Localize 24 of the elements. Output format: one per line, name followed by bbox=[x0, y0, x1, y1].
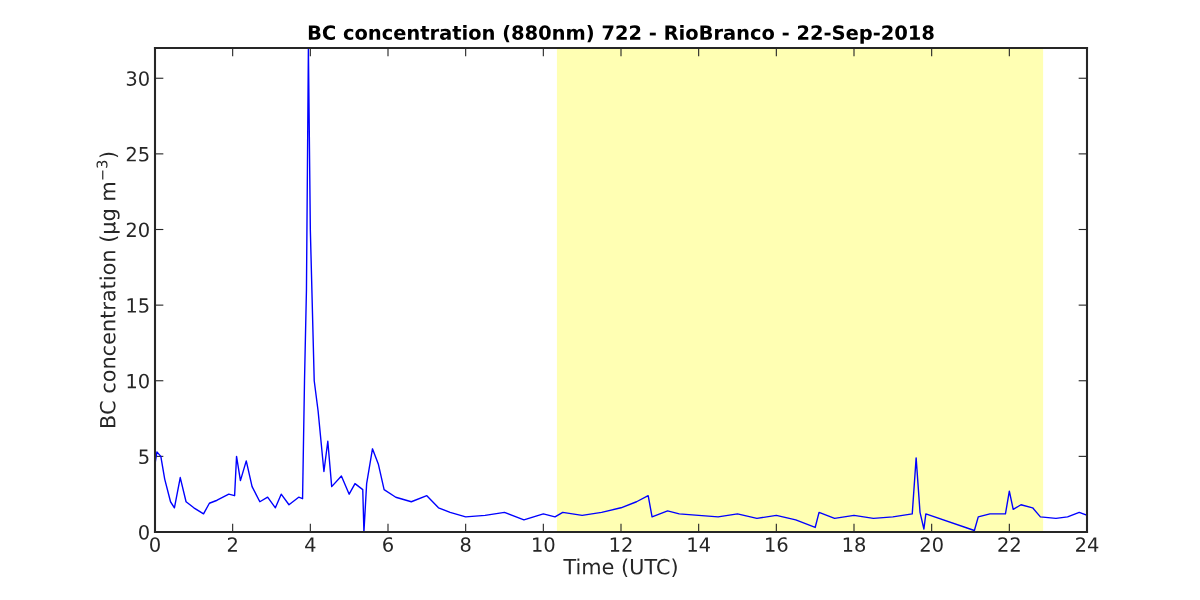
x-tick-label: 10 bbox=[533, 537, 555, 552]
chart-title: BC concentration (880nm) 722 - RioBranco - 22-Sep-2018 bbox=[308, 24, 934, 44]
y-tick-label: 5 bbox=[139, 449, 149, 465]
y-tick-label: 15 bbox=[127, 298, 149, 313]
y-tick-label: 10 bbox=[127, 373, 149, 389]
y-tick-label: 30 bbox=[126, 71, 149, 86]
y-tick-label: 0 bbox=[139, 524, 149, 540]
x-tick-label: 22 bbox=[998, 537, 1020, 552]
line-series bbox=[155, 48, 1087, 532]
y-tick-label: 25 bbox=[126, 146, 149, 162]
x-tick-label: 8 bbox=[460, 537, 471, 552]
x-tick-label: 2 bbox=[227, 537, 237, 552]
x-tick-label: 6 bbox=[383, 537, 393, 552]
x-tick-label: 4 bbox=[305, 537, 316, 552]
y-tick-label: 20 bbox=[126, 222, 149, 238]
x-tick-label: 12 bbox=[610, 537, 632, 552]
x-tick-label: 14 bbox=[688, 537, 710, 552]
x-tick-label: 24 bbox=[1076, 537, 1099, 552]
x-tick-label: 20 bbox=[920, 537, 943, 552]
x-tick-label: 16 bbox=[766, 537, 788, 552]
x-tick-label: 0 bbox=[150, 537, 160, 552]
x-axis-title: Time (UTC) bbox=[563, 558, 677, 578]
y-axis-title: BC concentration (μg m$^{−3}$) bbox=[96, 152, 120, 428]
x-tick-label: 18 bbox=[843, 537, 866, 552]
